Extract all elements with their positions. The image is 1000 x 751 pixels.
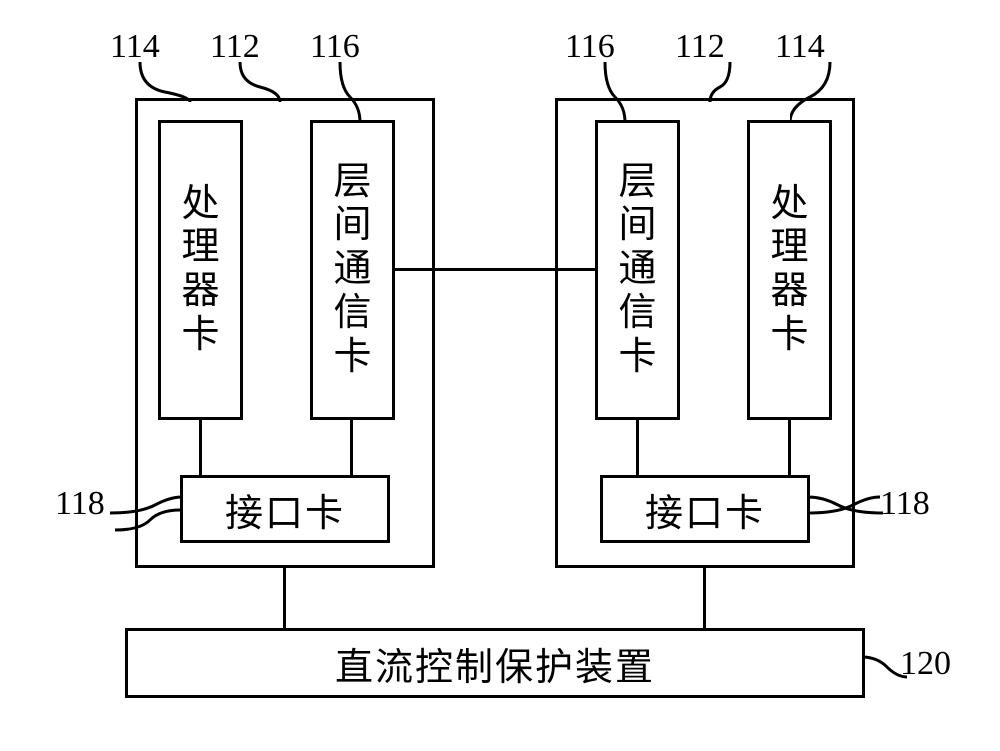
line-comm-to-comm <box>395 268 595 271</box>
comm-card-left: 层间通信卡 <box>310 120 395 420</box>
label-114-right: 114 <box>775 28 825 66</box>
processor-card-left: 处理器卡 <box>158 120 243 420</box>
dc-control-protection-label: 直流控制保护装置 <box>128 631 862 695</box>
line-left-iface-down <box>283 568 286 628</box>
processor-card-right-label: 处理器卡 <box>750 123 829 417</box>
label-116-left: 116 <box>310 28 360 66</box>
callout-112-left <box>230 62 290 102</box>
line-left-proc-iface <box>199 420 202 475</box>
label-114-left: 114 <box>110 28 160 66</box>
callout-112-right <box>700 62 760 102</box>
label-120: 120 <box>900 645 951 683</box>
processor-card-left-label: 处理器卡 <box>161 123 240 417</box>
callout-116-right <box>595 62 645 122</box>
callout-114-left <box>130 62 200 102</box>
interface-card-right: 接口卡 <box>600 475 810 543</box>
diagram-canvas: 处理器卡 层间通信卡 接口卡 层间通信卡 处理器卡 接口卡 直流控制保护装置 1… <box>0 0 1000 751</box>
line-left-comm-iface <box>350 420 353 475</box>
label-118-right: 118 <box>880 485 930 523</box>
interface-card-right-label: 接口卡 <box>603 478 807 540</box>
callout-116-left <box>330 62 380 122</box>
comm-card-right: 层间通信卡 <box>595 120 680 420</box>
processor-card-right: 处理器卡 <box>747 120 832 420</box>
comm-card-left-label: 层间通信卡 <box>313 123 392 417</box>
label-112-right: 112 <box>675 28 725 66</box>
callout-118-left-curve <box>110 495 185 535</box>
callout-120-curve <box>862 655 907 690</box>
label-118-left: 118 <box>55 485 105 523</box>
interface-card-left: 接口卡 <box>180 475 390 543</box>
line-right-iface-down <box>703 568 706 628</box>
label-116-right: 116 <box>565 28 615 66</box>
dc-control-protection-box: 直流控制保护装置 <box>125 628 865 698</box>
line-right-proc-iface <box>788 420 791 475</box>
interface-card-left-label: 接口卡 <box>183 478 387 540</box>
callout-118-right-curve <box>808 495 883 535</box>
line-right-comm-iface <box>636 420 639 475</box>
comm-card-right-label: 层间通信卡 <box>598 123 677 417</box>
label-112-left: 112 <box>210 28 260 66</box>
callout-114-right <box>790 62 860 122</box>
